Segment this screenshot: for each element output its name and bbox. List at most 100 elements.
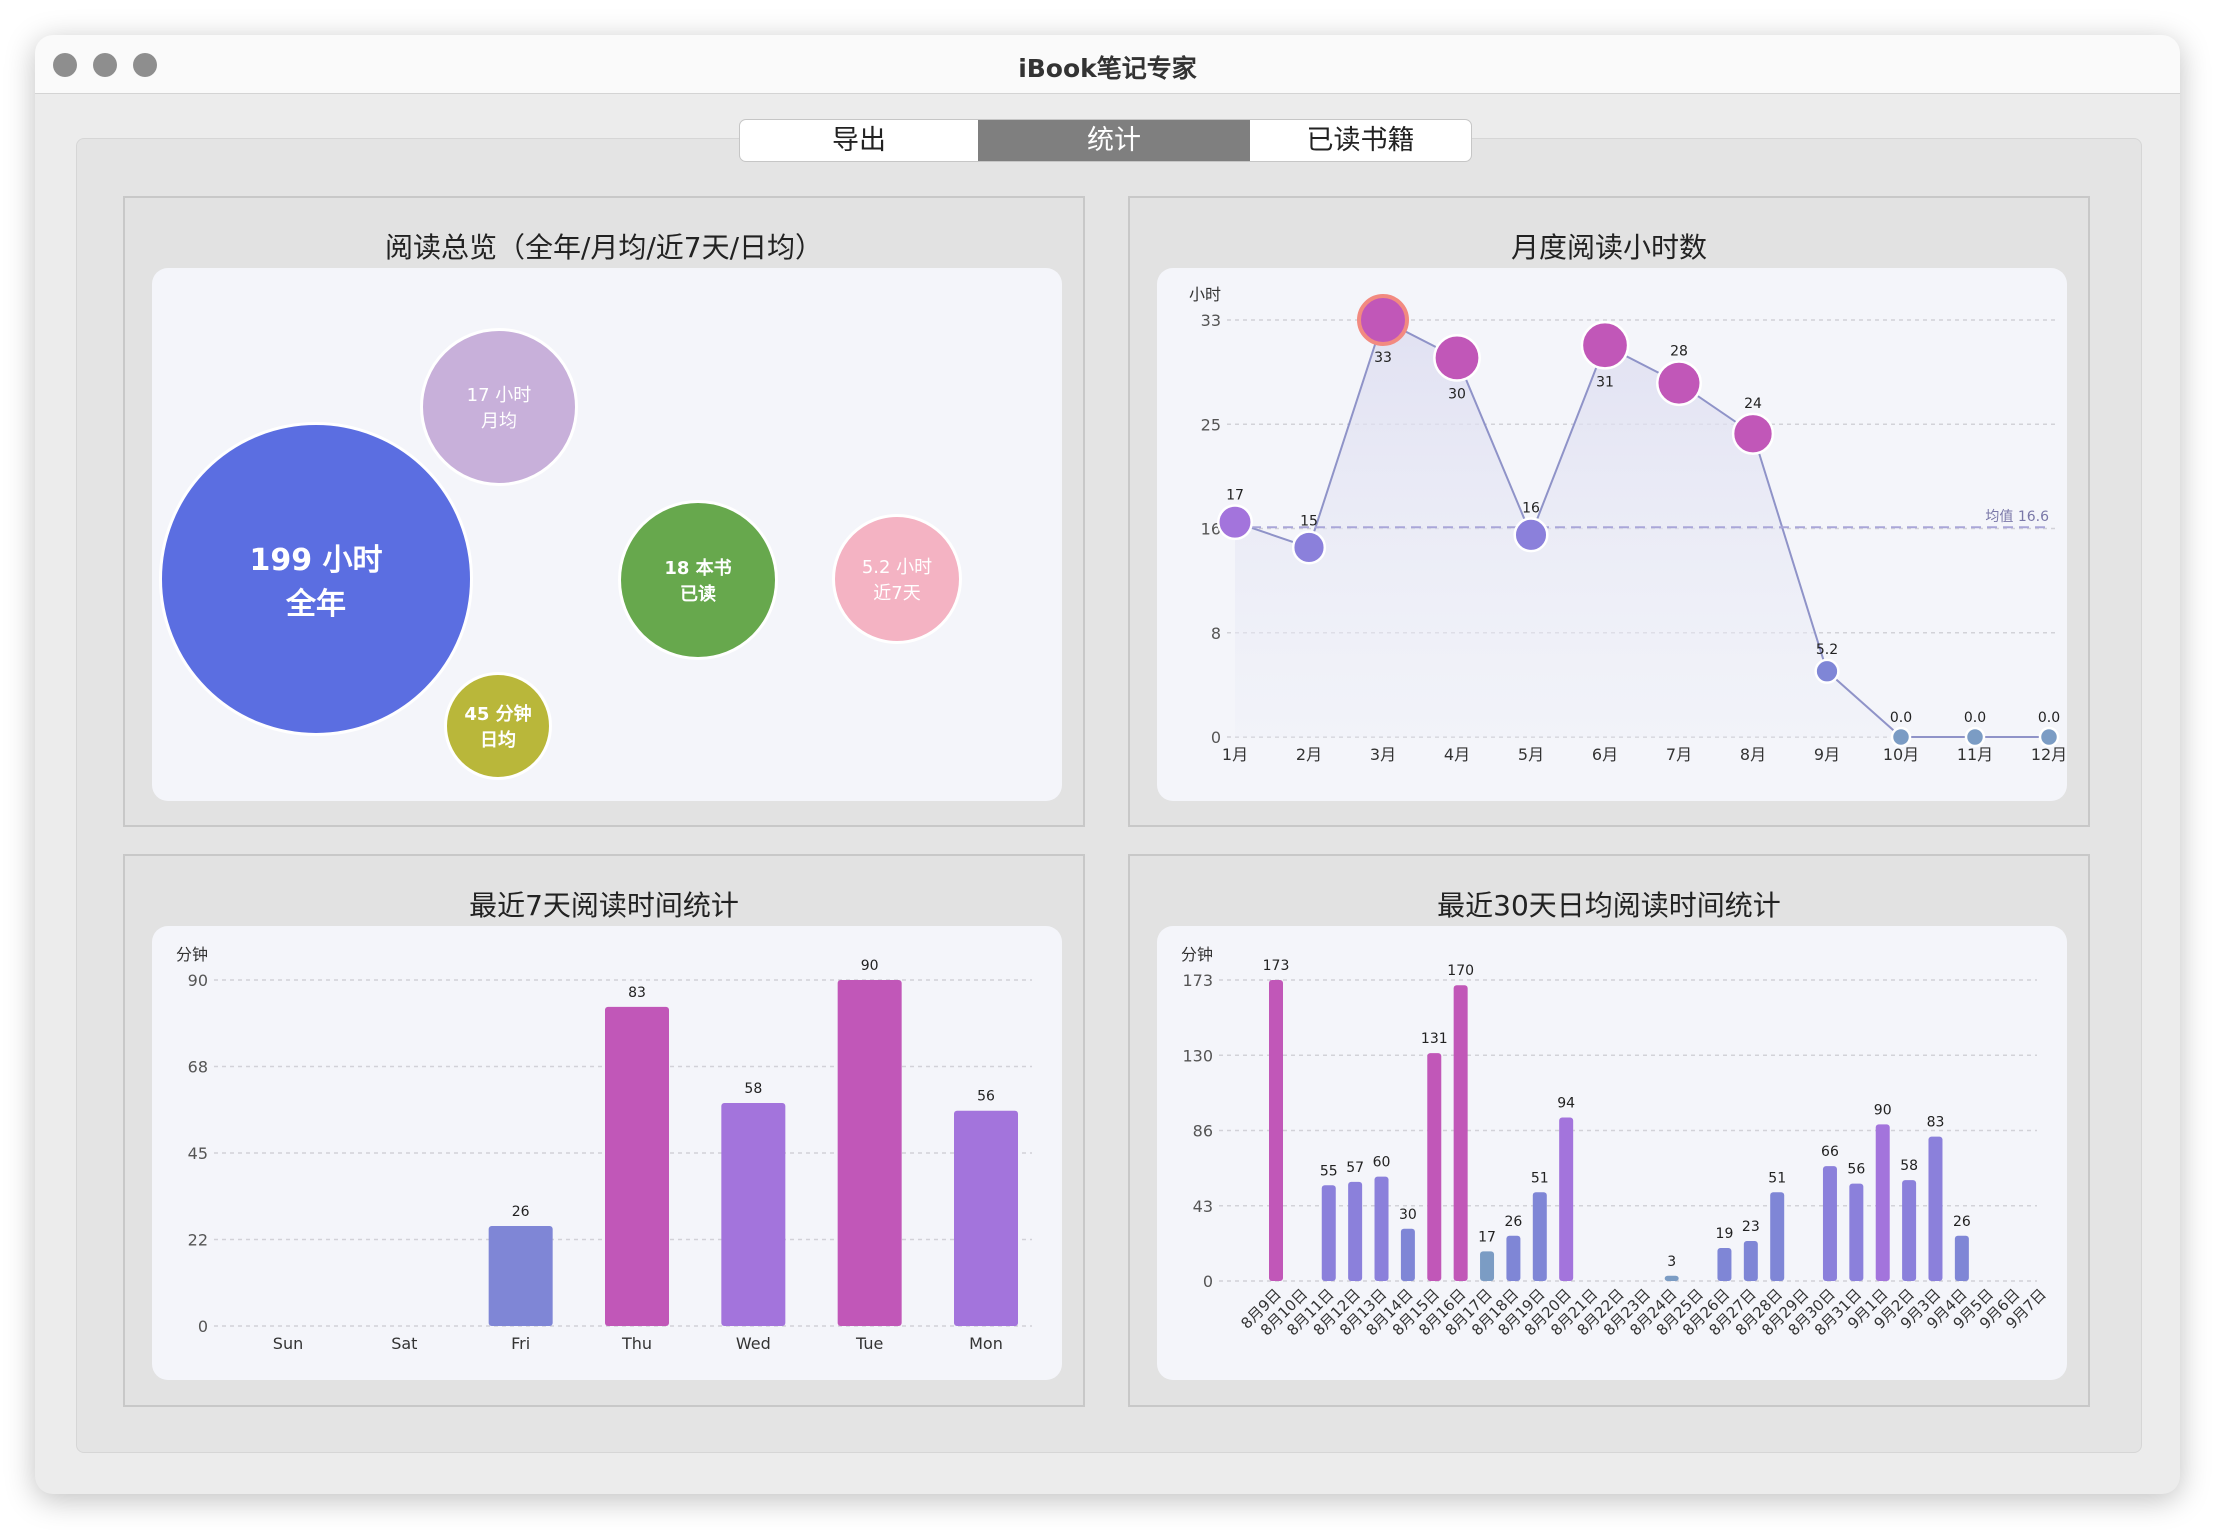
zoom-window-button[interactable] xyxy=(133,53,157,77)
bar xyxy=(1849,1183,1864,1281)
bubble-label: 日均 xyxy=(480,730,516,751)
bubble-label: 月均 xyxy=(481,411,517,432)
y-tick-label: 90 xyxy=(188,971,208,990)
x-tick-label: 4月 xyxy=(1444,745,1470,764)
y-tick-label: 8 xyxy=(1211,624,1221,643)
segmented-tabs: 导出 统计 已读书籍 xyxy=(739,119,1472,162)
minimize-window-button[interactable] xyxy=(93,53,117,77)
x-tick-label: Wed xyxy=(736,1334,771,1353)
x-tick-label: Fri xyxy=(511,1334,530,1353)
x-tick-label: Tue xyxy=(855,1334,883,1353)
data-point xyxy=(1656,360,1702,407)
data-label: 24 xyxy=(1744,396,1762,412)
bar-value-label: 51 xyxy=(1531,1170,1549,1186)
bar-value-label: 23 xyxy=(1742,1219,1760,1235)
y-tick-label: 33 xyxy=(1201,311,1221,330)
bar xyxy=(1743,1240,1758,1281)
bar xyxy=(954,1110,1018,1326)
bar xyxy=(1532,1192,1547,1281)
data-point xyxy=(1357,294,1409,346)
average-label: 均值 16.6 xyxy=(1985,509,2049,525)
close-window-button[interactable] xyxy=(53,53,77,77)
bar-value-label: 173 xyxy=(1263,958,1290,974)
bubble-value: 5.2 小时 xyxy=(861,557,933,578)
x-tick-label: Thu xyxy=(621,1334,652,1353)
y-tick-label: 25 xyxy=(1201,415,1221,434)
x-tick-label: 9月 xyxy=(1814,745,1840,764)
last-30-days-card: 0 43 86 130 173 分钟 173 8月9日 8月10日 55 8月11日 57 8月12日 6… xyxy=(1157,926,2067,1380)
bubble-monthly-average: 17 小时 月均 xyxy=(420,328,578,486)
data-label: 5.2 xyxy=(1816,642,1838,658)
y-tick-label: 0 xyxy=(198,1317,208,1336)
bubble-last-7-days: 5.2 小时 近7天 xyxy=(832,514,962,644)
x-tick-label: 12月 xyxy=(2031,745,2067,764)
bar xyxy=(1559,1117,1574,1281)
bar-value-label: 57 xyxy=(1346,1160,1364,1176)
bar-value-label: 90 xyxy=(1874,1102,1892,1118)
x-tick-label: 8月 xyxy=(1740,745,1766,764)
last-30-days-panel: 最近30天日均阅读时间统计 0 43 86 130 173 分钟 173 8月9日 8月10日 5… xyxy=(1128,854,2090,1407)
overview-card: 199 小时 全年 17 小时 月均 18 本书 已读 5.2 小时 近7天 4… xyxy=(152,268,1062,801)
monthly-hours-panel: 月度阅读小时数 0 8 16 25 33 小时 均值 16.6 1月 17 2月 15 3月 33 4月 3… xyxy=(1128,196,2090,827)
x-tick-label: 7月 xyxy=(1666,745,1692,764)
x-tick-label: 6月 xyxy=(1592,745,1618,764)
data-label: 17 xyxy=(1226,487,1244,503)
x-tick-label: 10月 xyxy=(1883,745,1919,764)
bar-value-label: 26 xyxy=(1504,1214,1522,1230)
bar-value-label: 17 xyxy=(1478,1229,1496,1245)
bubble-value: 45 分钟 xyxy=(464,704,532,725)
overview-title: 阅读总览（全年/月均/近7天/日均） xyxy=(384,231,824,264)
x-tick-label: 11月 xyxy=(1957,745,1993,764)
bar xyxy=(1321,1185,1336,1281)
bar-value-label: 60 xyxy=(1373,1155,1391,1171)
y-tick-label: 86 xyxy=(1193,1122,1213,1141)
bar-value-label: 83 xyxy=(1927,1115,1945,1131)
last-7-days-panel: 最近7天阅读时间统计 0 22 45 68 90 分钟 Sun Sat 26 Fri 83 Thu 58… xyxy=(123,854,1085,1407)
data-point xyxy=(1964,726,1986,748)
bar-value-label: 56 xyxy=(977,1089,995,1105)
bar xyxy=(605,1006,669,1326)
y-tick-label: 173 xyxy=(1182,971,1213,990)
y-tick-label: 22 xyxy=(188,1231,208,1250)
x-tick-label: Sun xyxy=(273,1334,303,1353)
data-label: 33 xyxy=(1374,350,1392,366)
bar xyxy=(1928,1136,1943,1281)
bar xyxy=(1427,1053,1442,1281)
bar-value-label: 170 xyxy=(1447,963,1474,979)
bar-value-label: 58 xyxy=(1900,1158,1918,1174)
bar-value-label: 66 xyxy=(1821,1144,1839,1160)
monthly-hours-title: 月度阅读小时数 xyxy=(1510,231,1707,264)
bar-value-label: 30 xyxy=(1399,1207,1417,1223)
bar xyxy=(1902,1180,1917,1281)
bar xyxy=(1506,1235,1521,1281)
bar xyxy=(1875,1124,1890,1281)
tab-read-books[interactable]: 已读书籍 xyxy=(1306,125,1415,156)
data-point xyxy=(1433,334,1481,382)
bubble-year-total: 199 小时 全年 xyxy=(159,422,473,736)
x-tick-label: Mon xyxy=(969,1334,1003,1353)
last-7-days-card: 0 22 45 68 90 分钟 Sun Sat 26 Fri 83 Thu 58 Wed 90 Tue 56 M… xyxy=(152,926,1062,1380)
bar xyxy=(1480,1251,1495,1281)
bar xyxy=(837,980,902,1326)
bubble-label: 近7天 xyxy=(873,583,921,604)
data-point xyxy=(1731,412,1775,455)
y-tick-label: 45 xyxy=(188,1144,208,1163)
bar-value-label: 19 xyxy=(1716,1226,1734,1242)
y-tick-label: 68 xyxy=(188,1058,208,1077)
bar-value-label: 90 xyxy=(861,958,879,974)
overview-panel: 阅读总览（全年/月均/近7天/日均） 199 小时 全年 17 小时 月均 18… xyxy=(123,196,1085,827)
data-label: 0.0 xyxy=(1964,710,1986,726)
bar xyxy=(721,1103,786,1326)
data-point xyxy=(1513,517,1549,553)
bubble-value: 18 本书 xyxy=(664,558,732,579)
bar xyxy=(1400,1228,1415,1281)
tab-export[interactable]: 导出 xyxy=(832,125,886,156)
y-axis-label: 分钟 xyxy=(176,945,208,964)
y-tick-label: 43 xyxy=(1193,1197,1213,1216)
tab-statistics[interactable]: 统计 xyxy=(978,120,1250,161)
y-axis-label: 小时 xyxy=(1189,285,1221,304)
monthly-hours-card: 0 8 16 25 33 小时 均值 16.6 1月 17 2月 15 3月 33 4月 30 5月 16 6月 3… xyxy=(1157,268,2067,801)
bar-value-label: 26 xyxy=(1953,1214,1971,1230)
bubble-value: 199 小时 xyxy=(249,543,383,578)
